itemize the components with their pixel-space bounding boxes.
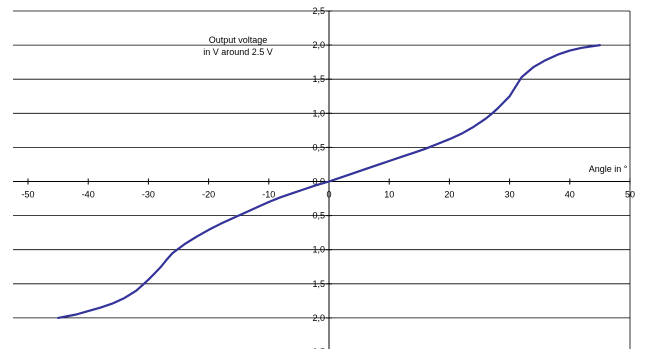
x-axis-label: Angle in ° [589, 164, 628, 174]
x-tick-label: -30 [142, 190, 155, 200]
y-tick-label: 0,0 [312, 177, 325, 187]
x-tick-label: 30 [505, 190, 515, 200]
x-tick-label: -40 [82, 190, 95, 200]
y-axis-label-line-1: Output voltage [209, 35, 268, 45]
output-voltage-curve [57, 44, 601, 319]
y-tick-label: 2,5 [312, 347, 325, 349]
y-tick-label: 2,0 [312, 40, 325, 50]
y-tick-label: 1,5 [312, 279, 325, 289]
x-tick-label: 0 [326, 190, 331, 200]
x-tick-label: -50 [21, 190, 34, 200]
x-tick-label: 50 [625, 190, 635, 200]
tick-labels: -50 -40 -30 -20 -10 0 10 20 30 40 50 2,5 2,0 1,5 1,0 0,… [21, 6, 635, 349]
y-tick-label: 2,5 [312, 6, 325, 16]
y-tick-label: 1,5 [312, 74, 325, 84]
y-tick-label: 1,0 [312, 245, 325, 255]
y-axis-label-line-2: in V around 2.5 V [203, 47, 273, 57]
grid-lines [13, 10, 631, 349]
y-tick-label: 1,0 [312, 108, 325, 118]
x-tick-label: 10 [384, 190, 394, 200]
y-tick-label: 0,5 [312, 211, 325, 221]
x-tick-label: -10 [262, 190, 275, 200]
x-tick-label: 20 [444, 190, 454, 200]
y-tick-label: 0,5 [312, 142, 325, 152]
y-tick-label: 2,0 [312, 313, 325, 323]
x-tick-label: 40 [565, 190, 575, 200]
x-tick-label: -20 [202, 190, 215, 200]
